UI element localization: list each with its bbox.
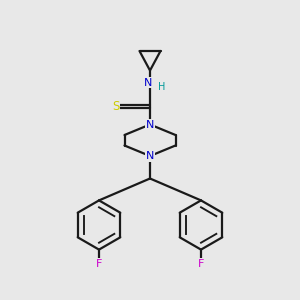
- Text: S: S: [112, 100, 119, 113]
- Text: N: N: [146, 119, 154, 130]
- Text: F: F: [198, 259, 204, 269]
- Text: N: N: [146, 151, 154, 161]
- Text: H: H: [158, 82, 165, 92]
- Text: N: N: [143, 77, 152, 88]
- Text: F: F: [96, 259, 102, 269]
